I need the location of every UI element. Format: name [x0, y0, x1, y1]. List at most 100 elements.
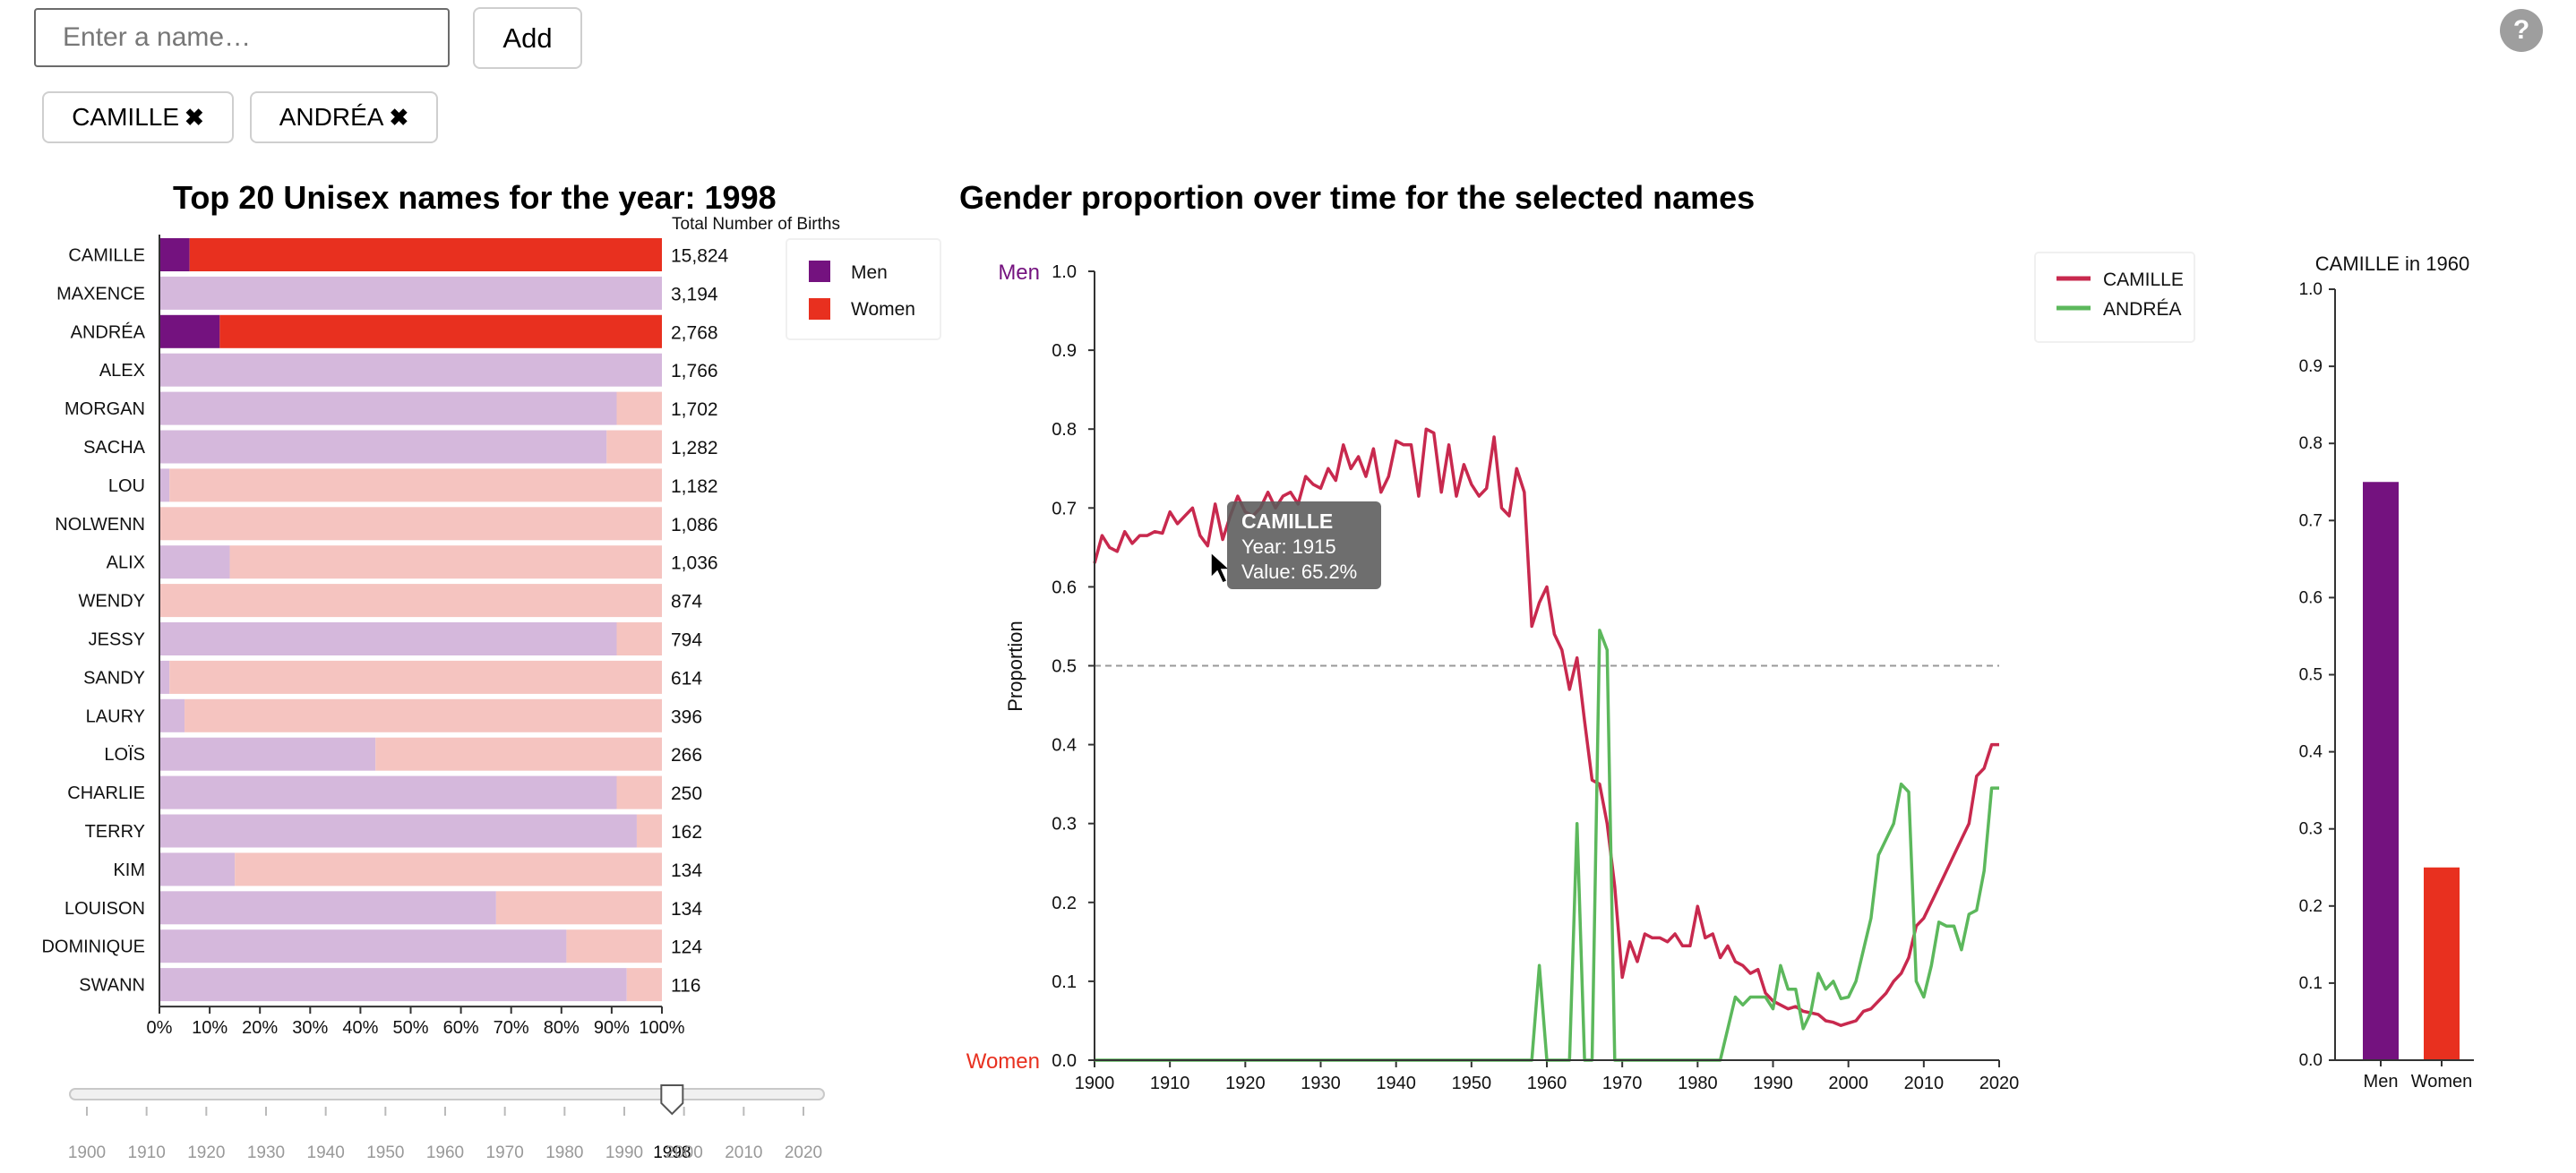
bar-women-segment[interactable]	[616, 622, 662, 655]
chip-camille[interactable]: CAMILLE ✖	[42, 91, 234, 143]
bar-x-tick-label: 40%	[342, 1018, 378, 1038]
bar-category-label: NOLWENN	[55, 515, 145, 535]
bar-women-segment[interactable]	[566, 929, 662, 963]
year-slider-handle[interactable]	[660, 1084, 684, 1116]
small-chart-title: CAMILLE in 1960	[2315, 253, 2469, 275]
bar-total-label: 874	[671, 592, 702, 612]
bar-total-label: 162	[671, 822, 702, 843]
help-icon[interactable]: ?	[2500, 9, 2543, 52]
bar-women-segment[interactable]	[219, 314, 662, 348]
bar-total-label: 250	[671, 783, 702, 804]
year-slider-track[interactable]	[69, 1088, 825, 1100]
line-y-tick-label: 0.8	[1052, 420, 1077, 440]
bar-total-label: 124	[671, 938, 702, 958]
bar-men-segment[interactable]	[159, 891, 496, 925]
line-y-axis-label: Proportion	[1004, 621, 1026, 712]
bar-women-segment[interactable]	[626, 968, 662, 1002]
line-y-tick-label: 0.3	[1052, 815, 1077, 835]
line-x-tick-label: 1980	[1678, 1074, 1718, 1093]
bar-legend-box	[786, 238, 941, 340]
bar-chart-subtitle: Total Number of Births	[672, 215, 840, 234]
line-x-tick-label: 1950	[1452, 1074, 1492, 1093]
bar-total-label: 1,702	[671, 399, 718, 420]
bar-men-segment[interactable]	[159, 276, 662, 310]
chip-label: CAMILLE	[72, 103, 180, 131]
bar-x-tick-label: 60%	[443, 1018, 479, 1038]
bar-women-segment[interactable]	[616, 775, 662, 809]
bar-men-segment[interactable]	[159, 430, 607, 464]
small-bar-men[interactable]	[2363, 482, 2399, 1060]
bar-x-tick-label: 90%	[594, 1018, 630, 1038]
bar-women-segment[interactable]	[235, 852, 662, 886]
small-y-tick-label: 0.9	[2299, 357, 2323, 376]
year-slider-selected-label: 1998	[653, 1143, 691, 1162]
bar-women-segment[interactable]	[169, 468, 663, 502]
bar-category-label: ANDRÉA	[71, 321, 146, 342]
legend-label-women: Women	[851, 299, 915, 320]
line-y-tick-label: 0.1	[1052, 972, 1077, 992]
bar-men-segment[interactable]	[159, 775, 617, 809]
line-y-tick-label: 0.5	[1052, 657, 1077, 677]
bar-men-segment[interactable]	[159, 929, 567, 963]
bar-women-segment[interactable]	[616, 391, 662, 425]
bar-men-segment[interactable]	[159, 314, 220, 348]
bar-men-segment[interactable]	[159, 238, 190, 271]
bar-men-segment[interactable]	[159, 468, 170, 502]
line-y-tick-label: 0.2	[1052, 894, 1077, 913]
bar-category-label: ALIX	[107, 553, 145, 573]
bar-x-tick-label: 100%	[639, 1018, 684, 1038]
bar-men-segment[interactable]	[159, 968, 627, 1002]
bar-men-segment[interactable]	[159, 622, 617, 655]
series-line-andrea[interactable]	[1095, 629, 1999, 1062]
line-x-tick-label: 1900	[1075, 1074, 1115, 1093]
bar-women-segment[interactable]	[159, 584, 662, 618]
bar-total-label: 3,194	[671, 284, 718, 304]
bar-x-tick-label: 20%	[242, 1018, 278, 1038]
bar-men-segment[interactable]	[159, 660, 170, 694]
y-top-label-men: Men	[998, 261, 1040, 285]
bar-women-segment[interactable]	[229, 545, 662, 579]
small-bar-women[interactable]	[2424, 867, 2460, 1060]
small-y-tick-label: 0.2	[2299, 897, 2323, 916]
bar-women-segment[interactable]	[375, 737, 662, 771]
bar-women-segment[interactable]	[189, 238, 662, 271]
bar-men-segment[interactable]	[159, 391, 617, 425]
bar-women-segment[interactable]	[159, 507, 662, 541]
bar-men-segment[interactable]	[159, 545, 230, 579]
bar-men-segment[interactable]	[159, 737, 376, 771]
tooltip-value: Value: 65.2%	[1241, 561, 1358, 583]
add-button[interactable]: Add	[473, 7, 582, 69]
bar-men-segment[interactable]	[159, 353, 662, 387]
close-icon[interactable]: ✖	[185, 103, 204, 131]
bar-men-segment[interactable]	[159, 852, 236, 886]
bar-total-label: 134	[671, 860, 702, 881]
bar-category-label: ALEX	[99, 361, 145, 381]
bar-category-label: LOÏS	[104, 745, 145, 765]
bar-men-segment[interactable]	[159, 814, 637, 848]
chip-andrea[interactable]: ANDRÉA ✖	[250, 91, 438, 143]
bar-category-label: CHARLIE	[67, 783, 145, 803]
line-x-tick-label: 2020	[1979, 1074, 2020, 1093]
line-x-tick-label: 2000	[1828, 1074, 1868, 1093]
close-icon[interactable]: ✖	[389, 103, 409, 131]
name-input[interactable]	[34, 8, 450, 67]
year-slider-label: 1900	[68, 1143, 106, 1162]
line-y-tick-label: 0.9	[1052, 341, 1077, 361]
bar-women-segment[interactable]	[606, 430, 662, 464]
small-y-tick-label: 0.5	[2299, 666, 2323, 685]
bar-total-label: 1,766	[671, 361, 718, 381]
bar-total-label: 116	[671, 976, 700, 997]
year-slider-label: 1990	[605, 1143, 643, 1162]
bar-women-segment[interactable]	[185, 698, 663, 732]
line-x-tick-label: 2010	[1904, 1074, 1945, 1093]
bar-category-label: WENDY	[79, 592, 145, 612]
bar-women-segment[interactable]	[636, 814, 662, 848]
tooltip: CAMILLE Year: 1915 Value: 65.2%	[1227, 501, 1381, 589]
bar-women-segment[interactable]	[169, 660, 663, 694]
bar-category-label: TERRY	[85, 822, 145, 842]
line-y-tick-label: 0.0	[1052, 1051, 1077, 1071]
line-x-tick-label: 1910	[1150, 1074, 1190, 1093]
bar-men-segment[interactable]	[159, 698, 185, 732]
bar-women-segment[interactable]	[495, 891, 662, 925]
